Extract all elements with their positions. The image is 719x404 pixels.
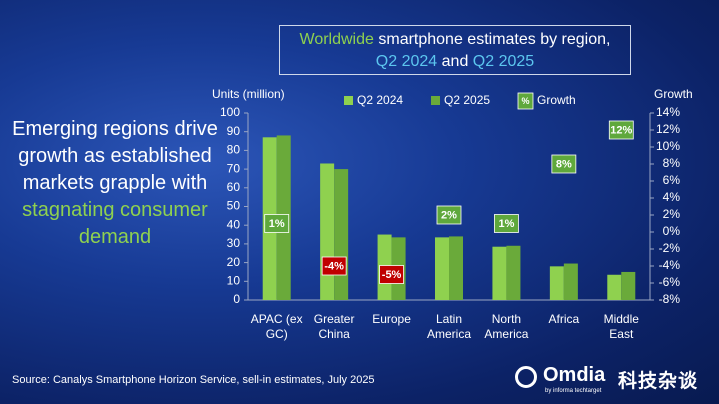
x-tick-label: Africa <box>548 312 580 326</box>
title-part: Q2 2024 <box>375 53 438 70</box>
y2-tick-label: -8% <box>659 292 681 306</box>
legend-marker <box>344 96 353 105</box>
bar <box>435 237 449 300</box>
y-tick-label: 20 <box>227 255 241 269</box>
y-tick-label: 50 <box>227 199 241 213</box>
bar <box>449 236 463 300</box>
y-tick-label: 90 <box>227 124 241 138</box>
legend-marker <box>517 92 534 110</box>
x-tick-label: Greater China <box>313 312 355 341</box>
growth-marker <box>608 120 634 140</box>
y-tick-label: 30 <box>227 236 241 250</box>
title-part: smartphone estimates by region, <box>378 31 611 48</box>
growth-marker <box>551 154 577 174</box>
logo-name: Omdia <box>543 364 606 386</box>
y2-tick-label: 2% <box>663 207 681 221</box>
y-tick-label: 80 <box>227 143 241 157</box>
y-tick-label: 10 <box>227 273 241 287</box>
y-tick-label: 0 <box>233 292 240 306</box>
x-tick-label: Europe <box>372 312 411 326</box>
y2-axis-label: Growth <box>654 87 693 101</box>
y2-tick-label: 8% <box>663 156 681 170</box>
growth-marker <box>436 205 462 225</box>
title-part: Worldwide <box>299 31 374 48</box>
y2-tick-label: 6% <box>663 173 681 187</box>
y2-tick-label: 4% <box>663 190 681 204</box>
y2-tick-label: 0% <box>663 224 681 238</box>
headline-part: Emerging regions drive growth as establi… <box>12 118 218 194</box>
y-tick-label: 100 <box>220 105 240 119</box>
y2-tick-label: 14% <box>656 105 680 119</box>
legend-label: Growth <box>537 93 576 107</box>
growth-label: 1% <box>269 218 285 230</box>
legend-marker <box>431 96 440 105</box>
y2-tick-label: 12% <box>656 122 680 136</box>
y2-tick-label: -2% <box>659 241 681 255</box>
bar <box>492 246 507 300</box>
growth-label: -4% <box>324 260 344 272</box>
x-tick-label: APAC (ex GC) <box>250 312 303 341</box>
y-tick-label: 60 <box>227 180 241 194</box>
legend-label: Q2 2024 <box>357 93 403 107</box>
bar <box>320 163 335 300</box>
y2-tick-label: 10% <box>656 139 680 153</box>
x-tick-label: Middle East <box>603 312 639 341</box>
y2-tick-label: -4% <box>659 258 681 272</box>
logo-icon <box>515 366 537 388</box>
watermark: 科技杂谈 <box>618 371 699 392</box>
y-axis-label: Units (million) <box>212 87 285 101</box>
headline-part: stagnating consumer demand <box>22 199 208 248</box>
source: Source: Canalys Smartphone Horizon Servi… <box>12 374 375 386</box>
headline: Emerging regions drive growth as establi… <box>12 116 218 251</box>
y2-tick-label: -6% <box>659 275 681 289</box>
x-tick-label: Latin America <box>426 312 471 341</box>
growth-marker <box>494 214 519 233</box>
legend-marker-label: % <box>521 96 529 106</box>
growth-marker <box>264 214 290 233</box>
growth-label: 12% <box>610 124 632 136</box>
growth-label: 2% <box>441 209 457 221</box>
bar <box>621 271 636 300</box>
y-tick-label: 40 <box>227 217 241 231</box>
growth-marker <box>379 265 404 284</box>
bar <box>334 169 349 300</box>
title-part: and <box>441 53 469 70</box>
bar <box>607 274 622 300</box>
growth-label: 8% <box>556 158 572 170</box>
y-tick-label: 70 <box>227 161 241 175</box>
growth-marker <box>321 256 347 276</box>
bar <box>563 263 578 300</box>
growth-label: 1% <box>498 218 514 230</box>
bar <box>549 266 564 300</box>
chart-title: Worldwide smartphone estimates by region… <box>279 25 631 75</box>
title-part: Q2 2025 <box>472 53 535 70</box>
x-tick-label: North America <box>484 312 529 341</box>
logo-tagline: by informa techtarget <box>545 388 602 394</box>
bar <box>506 245 521 300</box>
legend-label: Q2 2025 <box>444 93 490 107</box>
growth-label: -5% <box>382 269 402 281</box>
